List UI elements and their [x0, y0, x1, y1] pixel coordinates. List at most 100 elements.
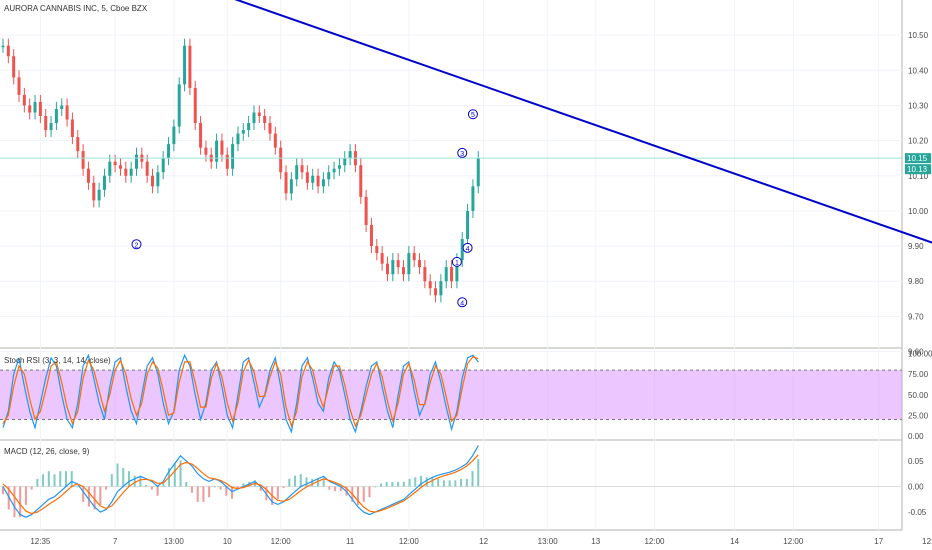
candle-body[interactable] [316, 175, 320, 187]
candle-body[interactable] [113, 161, 117, 166]
candle-body[interactable] [28, 105, 32, 113]
candle-body[interactable] [428, 281, 432, 289]
candle-body[interactable] [364, 196, 368, 225]
candle-body[interactable] [17, 77, 21, 95]
candle-body[interactable] [380, 253, 384, 264]
candle-body[interactable] [466, 210, 470, 240]
candle-body[interactable] [172, 126, 176, 145]
candle-body[interactable] [455, 260, 459, 282]
candle-body[interactable] [231, 144, 235, 169]
candle-body[interactable] [167, 144, 171, 159]
candle-body[interactable] [471, 186, 475, 211]
candle-body[interactable] [129, 168, 133, 176]
candle-body[interactable] [402, 267, 405, 275]
candle-body[interactable] [54, 108, 58, 124]
candle-body[interactable] [385, 263, 389, 275]
candle-body[interactable] [268, 123, 272, 134]
candle-body[interactable] [348, 151, 352, 159]
candle-body[interactable] [273, 133, 277, 148]
candle-body[interactable] [300, 165, 304, 173]
macd-pane[interactable] [0, 445, 902, 518]
candle-body[interactable] [70, 119, 74, 138]
candle-body[interactable] [434, 288, 438, 296]
candle-body[interactable] [236, 133, 240, 145]
candle-body[interactable] [247, 123, 251, 131]
candle-body[interactable] [439, 281, 443, 296]
candle-body[interactable] [49, 123, 53, 131]
candle-body[interactable] [183, 45, 187, 85]
candle-body[interactable] [76, 137, 80, 152]
candle-body[interactable] [156, 172, 160, 187]
candle-body[interactable] [6, 45, 10, 57]
candle-body[interactable] [33, 101, 37, 113]
macd-histogram-bar [259, 486, 262, 492]
candle-body[interactable] [327, 172, 331, 180]
candle-body[interactable] [257, 112, 261, 116]
candle-body[interactable] [118, 165, 122, 169]
candle-body[interactable] [295, 165, 299, 180]
candle-body[interactable] [44, 116, 48, 131]
candle-body[interactable] [476, 158, 480, 187]
candle-body[interactable] [108, 161, 112, 176]
price-tick-label: 10.50 [908, 31, 929, 40]
macd-histogram-bar [59, 471, 62, 487]
candle-body[interactable] [81, 151, 85, 169]
candle-body[interactable] [337, 165, 341, 169]
macd-histogram-bar [213, 486, 216, 488]
candle-body[interactable] [177, 84, 181, 127]
candle-body[interactable] [252, 112, 256, 124]
candle-body[interactable] [225, 154, 229, 169]
candle-body[interactable] [375, 246, 379, 254]
candle-body[interactable] [343, 158, 347, 166]
candle-body[interactable] [289, 179, 293, 194]
trendline[interactable] [227, 0, 932, 332]
candle-body[interactable] [444, 267, 448, 282]
candle-body[interactable] [460, 239, 464, 261]
candle-body[interactable] [407, 253, 411, 275]
candle-body[interactable] [423, 267, 427, 282]
candle-body[interactable] [86, 168, 90, 183]
candle-body[interactable] [135, 154, 138, 169]
candle-body[interactable] [369, 224, 373, 247]
last-price-badge [905, 153, 931, 164]
candle-body[interactable] [311, 175, 315, 183]
candle-body[interactable] [279, 147, 283, 173]
candle-body[interactable] [359, 165, 363, 197]
candle-body[interactable] [1, 45, 5, 48]
candle-body[interactable] [263, 116, 267, 124]
stoch-rsi-pane[interactable] [0, 353, 902, 434]
price-tick-label: 10.40 [908, 66, 929, 75]
candle-body[interactable] [332, 168, 336, 173]
macd-histogram-bar [179, 460, 182, 487]
candle-body[interactable] [241, 130, 245, 134]
candle-body[interactable] [38, 101, 42, 116]
candle-body[interactable] [124, 168, 128, 176]
candle-body[interactable] [22, 94, 26, 106]
price-pane[interactable]: 2 1 3 4 4 5 [0, 0, 932, 332]
candle-body[interactable] [450, 267, 454, 282]
candle-body[interactable] [305, 172, 309, 183]
candle-body[interactable] [391, 260, 395, 275]
candle-body[interactable] [215, 140, 219, 162]
candle-body[interactable] [12, 56, 16, 78]
candle-body[interactable] [65, 105, 69, 120]
candle-body[interactable] [151, 175, 155, 187]
candle-body[interactable] [284, 172, 288, 194]
candle-body[interactable] [418, 260, 422, 268]
candle-body[interactable] [220, 140, 224, 155]
candle-body[interactable] [161, 158, 165, 173]
candle-body[interactable] [102, 175, 106, 190]
price-tick-label: 10.00 [908, 207, 929, 216]
candle-body[interactable] [204, 147, 208, 155]
candle-body[interactable] [193, 87, 197, 124]
candle-body[interactable] [199, 123, 203, 148]
candle-body[interactable] [60, 105, 64, 109]
candle-body[interactable] [145, 161, 149, 176]
candle-body[interactable] [97, 189, 101, 201]
candle-body[interactable] [321, 179, 325, 187]
candle-body[interactable] [396, 260, 400, 268]
candle-body[interactable] [188, 45, 192, 88]
candle-body[interactable] [92, 182, 96, 201]
candle-body[interactable] [412, 253, 416, 261]
